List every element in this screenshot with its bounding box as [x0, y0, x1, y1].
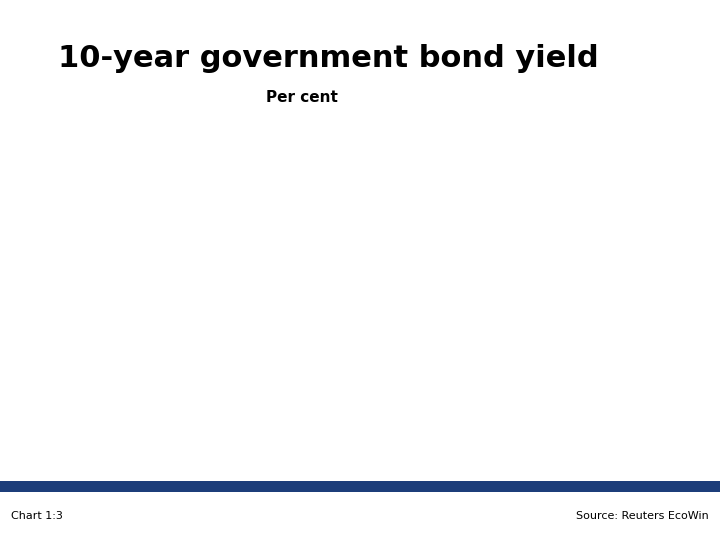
Text: * * * * *
  * *: * * * * * * *: [659, 16, 679, 27]
Text: 10-year government bond yield: 10-year government bond yield: [58, 44, 598, 73]
Text: Source: Reuters EcoWin: Source: Reuters EcoWin: [577, 511, 709, 521]
Text: ( ° ° )
( ~~~ )
( ~~~ ): ( ° ° ) ( ~~~ ) ( ~~~ ): [658, 38, 680, 55]
Text: SVERIGES
RIKSBANK: SVERIGES RIKSBANK: [649, 72, 688, 87]
Text: Per cent: Per cent: [266, 90, 338, 105]
Text: Chart 1:3: Chart 1:3: [11, 511, 63, 521]
Bar: [0, 481, 720, 492]
